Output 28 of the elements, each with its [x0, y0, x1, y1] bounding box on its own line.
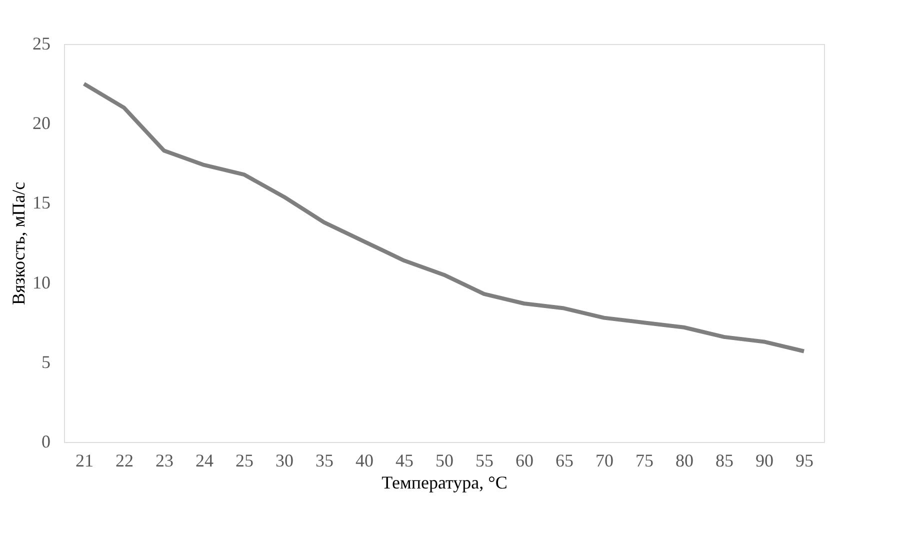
y-tick-label: 10 — [32, 272, 50, 292]
y-tick-label: 20 — [32, 113, 50, 134]
x-tick-label: 24 — [196, 450, 214, 470]
y-tick-label: 0 — [42, 432, 50, 452]
x-tick-label: 85 — [716, 450, 734, 470]
x-tick-label: 60 — [516, 450, 534, 470]
x-tick-label: 80 — [676, 450, 694, 470]
x-tick-label: 35 — [316, 450, 334, 470]
x-tick-label: 21 — [76, 450, 94, 470]
y-tick-label: 25 — [32, 34, 50, 54]
x-tick-label: 22 — [116, 450, 134, 470]
x-tick-label: 30 — [276, 450, 294, 470]
y-axis-title: Вязкость, мПа/с — [8, 182, 28, 306]
x-tick-label: 45 — [396, 450, 414, 470]
x-axis-title: Температура, °C — [382, 472, 508, 492]
x-tick-label: 25 — [236, 450, 254, 470]
x-tick-label: 90 — [756, 450, 774, 470]
x-tick-label: 50 — [436, 450, 454, 470]
x-tick-label: 55 — [476, 450, 494, 470]
y-tick-label: 15 — [32, 192, 50, 213]
x-tick-label: 70 — [596, 450, 614, 470]
x-tick-label: 40 — [356, 450, 374, 470]
x-tick-label: 65 — [556, 450, 574, 470]
y-tick-label: 5 — [42, 352, 50, 372]
x-tick-label: 95 — [796, 450, 814, 470]
x-tick-label: 23 — [156, 450, 174, 470]
line-series — [82, 82, 806, 354]
x-tick-label: 75 — [636, 450, 654, 470]
